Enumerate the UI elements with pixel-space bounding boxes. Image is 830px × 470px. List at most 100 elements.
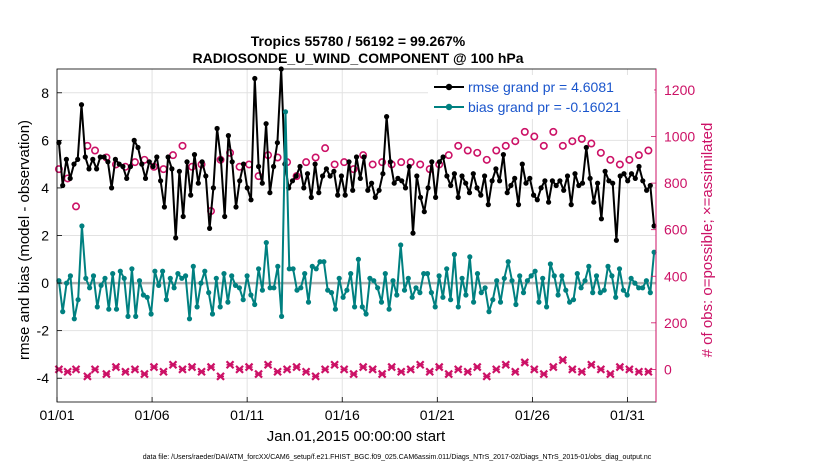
- obs-possible-point: [416, 160, 425, 169]
- y2-tick-label: 1200: [664, 82, 695, 98]
- rmse-point: [94, 166, 100, 172]
- bias-point: [421, 271, 427, 277]
- bias-point: [509, 278, 515, 284]
- rmse-point: [606, 178, 612, 184]
- obs-assimilated-point: [377, 369, 387, 379]
- bias-point: [490, 297, 496, 303]
- obs-assimilated-point: [444, 369, 454, 379]
- obs-possible-point: [558, 141, 567, 150]
- bias-point: [171, 285, 177, 291]
- obs-assimilated-point: [159, 367, 168, 377]
- bias-point: [620, 287, 627, 293]
- bias-point: [563, 287, 569, 293]
- obs-possible-point: [644, 146, 653, 155]
- bias-point: [64, 280, 70, 286]
- bias-point: [136, 278, 143, 284]
- rmse-point: [82, 154, 88, 160]
- obs-assimilated-point: [625, 365, 634, 374]
- bias-point: [183, 273, 189, 279]
- rmse-point: [131, 137, 137, 143]
- x-tick-label: 01/16: [325, 407, 360, 423]
- obs-assimilated-point: [491, 365, 501, 374]
- x-tick-label: 01/06: [135, 407, 170, 423]
- bias-point: [152, 268, 158, 274]
- legend-box: [428, 75, 654, 119]
- rmse-point: [173, 235, 179, 241]
- bias-point: [344, 287, 350, 293]
- bias-point: [378, 299, 385, 305]
- bias-point: [256, 266, 262, 272]
- bias-point: [217, 304, 223, 310]
- bias-point: [463, 292, 469, 298]
- rmse-point: [500, 152, 506, 158]
- rmse-point: [636, 163, 642, 170]
- rmse-point: [628, 171, 635, 177]
- x-tick-label: 01/26: [515, 407, 550, 423]
- bias-point: [375, 285, 381, 291]
- legend-rmse-label: rmse grand pr = 4.6081: [468, 79, 614, 95]
- obs-possible-point: [368, 160, 377, 169]
- bias-point: [282, 109, 289, 115]
- rmse-point: [312, 161, 318, 167]
- bias-point: [209, 311, 216, 317]
- obs-possible-point: [539, 141, 548, 150]
- obs-possible-point: [492, 146, 501, 155]
- rmse-point: [504, 190, 510, 196]
- rmse-point: [444, 173, 450, 179]
- rmse-point: [542, 178, 548, 184]
- rmse-point: [335, 192, 341, 198]
- bias-point: [417, 290, 423, 296]
- bias-point: [302, 271, 308, 277]
- rmse-point: [640, 178, 646, 184]
- bias-point: [559, 273, 565, 279]
- y-tick-label: 2: [41, 228, 49, 244]
- rmse-point: [391, 180, 397, 186]
- obs-assimilated-point: [311, 372, 320, 381]
- obs-assimilated-point: [463, 367, 473, 377]
- bias-point: [279, 313, 285, 319]
- rmse-point: [165, 154, 171, 160]
- obs-assimilated-point: [111, 362, 121, 372]
- bias-point: [336, 275, 342, 281]
- rmse-point: [384, 114, 390, 120]
- obs-possible-point: [178, 141, 187, 150]
- obs-possible-point: [596, 148, 605, 157]
- y2-tick-label: 600: [664, 222, 688, 238]
- rmse-point: [617, 173, 623, 179]
- obs-possible-point: [511, 137, 520, 146]
- rmse-point: [154, 154, 160, 160]
- bias-point: [474, 271, 481, 277]
- rmse-point: [139, 161, 145, 167]
- obs-assimilated-point: [282, 365, 292, 374]
- chart-subtitle: RADIOSONDE_U_WIND_COMPONENT @ 100 hPa: [192, 50, 523, 66]
- rmse-point: [380, 171, 386, 177]
- bias-point: [613, 294, 619, 300]
- rmse-point: [327, 173, 333, 179]
- bias-point: [102, 275, 108, 281]
- footer-note: data file: /Users/raeder/DAI/ATM_forcXX/…: [143, 454, 652, 461]
- rmse-point: [402, 185, 409, 191]
- bias-point: [586, 263, 592, 269]
- rmse-point: [595, 180, 601, 186]
- bias-point: [348, 271, 354, 277]
- obs-possible-point: [615, 160, 624, 169]
- bias-point: [309, 263, 315, 269]
- bias-point: [551, 273, 557, 279]
- obs-assimilated-point: [339, 365, 349, 374]
- bias-point: [313, 266, 319, 272]
- bias-point: [501, 275, 507, 281]
- obs-assimilated-point: [549, 362, 558, 372]
- rmse-point: [429, 159, 435, 165]
- rmse-point: [369, 180, 375, 186]
- bias-point: [440, 294, 446, 300]
- bias-point: [190, 263, 196, 269]
- bias-point: [298, 285, 304, 291]
- rmse-point: [425, 185, 431, 191]
- obs-assimilated-point: [568, 365, 577, 374]
- rmse-point: [557, 178, 563, 184]
- bias-point: [632, 280, 638, 286]
- rmse-point: [553, 182, 559, 189]
- bias-point: [175, 271, 181, 277]
- obs-assimilated-point: [349, 369, 358, 379]
- obs-possible-point: [159, 165, 168, 174]
